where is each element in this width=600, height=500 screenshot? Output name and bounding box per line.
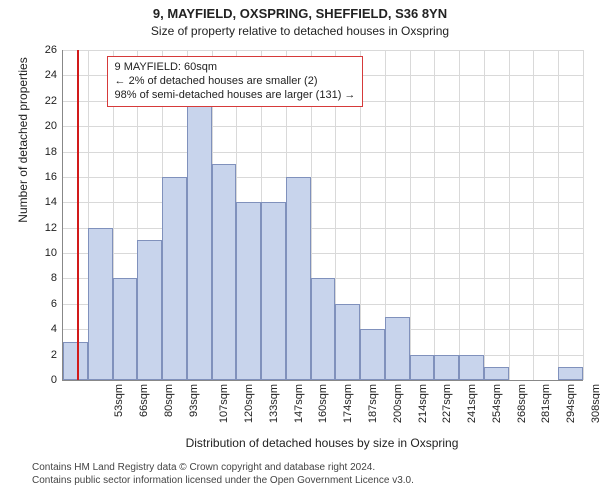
bar bbox=[459, 355, 484, 380]
x-tick-label: 160sqm bbox=[318, 384, 330, 423]
gridline-vertical bbox=[410, 50, 411, 380]
x-tick-label: 147sqm bbox=[293, 384, 305, 423]
x-tick-label: 66sqm bbox=[138, 384, 150, 417]
bar bbox=[311, 278, 336, 380]
x-tick-label: 268sqm bbox=[516, 384, 528, 423]
x-tick-label: 93sqm bbox=[188, 384, 200, 417]
bar bbox=[63, 342, 88, 380]
x-tick-label: 120sqm bbox=[243, 384, 255, 423]
y-tick-label: 2 bbox=[51, 349, 63, 361]
bar bbox=[410, 355, 435, 380]
bar bbox=[335, 304, 360, 380]
y-tick-label: 20 bbox=[45, 120, 63, 132]
attribution-text: Contains HM Land Registry data © Crown c… bbox=[32, 462, 414, 487]
bar bbox=[212, 164, 237, 380]
x-tick-label: 80sqm bbox=[163, 384, 175, 417]
callout-line-3: 98% of semi-detached houses are larger (… bbox=[115, 89, 356, 103]
gridline-vertical bbox=[484, 50, 485, 380]
x-tick-label: 107sqm bbox=[219, 384, 231, 423]
bar bbox=[484, 367, 509, 380]
y-tick-label: 26 bbox=[45, 44, 63, 56]
bar bbox=[434, 355, 459, 380]
x-tick-label: 227sqm bbox=[441, 384, 453, 423]
gridline-horizontal bbox=[63, 152, 583, 153]
bar bbox=[187, 101, 212, 380]
y-tick-label: 4 bbox=[51, 323, 63, 335]
bar bbox=[137, 240, 162, 380]
chart-subtitle: Size of property relative to detached ho… bbox=[0, 24, 600, 38]
gridline-horizontal bbox=[63, 50, 583, 51]
chart-title: 9, MAYFIELD, OXSPRING, SHEFFIELD, S36 8Y… bbox=[0, 6, 600, 21]
reference-line bbox=[77, 50, 79, 380]
gridline-horizontal bbox=[63, 228, 583, 229]
y-tick-label: 18 bbox=[45, 146, 63, 158]
y-tick-label: 10 bbox=[45, 247, 63, 259]
x-tick-label: 133sqm bbox=[268, 384, 280, 423]
x-tick-label: 294sqm bbox=[565, 384, 577, 423]
x-tick-label: 53sqm bbox=[113, 384, 125, 417]
gridline-vertical bbox=[558, 50, 559, 380]
y-tick-label: 0 bbox=[51, 374, 63, 386]
x-tick-label: 308sqm bbox=[590, 384, 600, 423]
y-tick-label: 6 bbox=[51, 298, 63, 310]
y-tick-label: 14 bbox=[45, 196, 63, 208]
x-axis-label: Distribution of detached houses by size … bbox=[62, 436, 582, 450]
callout-line-1: 9 MAYFIELD: 60sqm bbox=[115, 61, 356, 75]
plot-area: 9 MAYFIELD: 60sqm ← 2% of detached house… bbox=[62, 50, 583, 381]
bar bbox=[236, 202, 261, 380]
y-tick-label: 24 bbox=[45, 69, 63, 81]
attribution-line-2: Contains public sector information licen… bbox=[32, 475, 414, 488]
bar bbox=[360, 329, 385, 380]
gridline-vertical bbox=[509, 50, 510, 380]
bar bbox=[162, 177, 187, 380]
x-tick-label: 281sqm bbox=[540, 384, 552, 423]
y-axis-label: Number of detached properties bbox=[16, 0, 30, 305]
gridline-horizontal bbox=[63, 126, 583, 127]
attribution-line-1: Contains HM Land Registry data © Crown c… bbox=[32, 462, 414, 475]
x-tick-label: 200sqm bbox=[392, 384, 404, 423]
x-tick-label: 214sqm bbox=[417, 384, 429, 423]
bar bbox=[113, 278, 138, 380]
gridline-horizontal bbox=[63, 177, 583, 178]
callout-line-2: ← 2% of detached houses are smaller (2) bbox=[115, 75, 356, 89]
gridline-vertical bbox=[434, 50, 435, 380]
bar bbox=[385, 317, 410, 380]
x-tick-label: 187sqm bbox=[367, 384, 379, 423]
y-tick-label: 8 bbox=[51, 272, 63, 284]
y-tick-label: 22 bbox=[45, 95, 63, 107]
callout-box: 9 MAYFIELD: 60sqm ← 2% of detached house… bbox=[107, 56, 364, 107]
gridline-vertical bbox=[583, 50, 584, 380]
gridline-vertical bbox=[459, 50, 460, 380]
y-tick-label: 16 bbox=[45, 171, 63, 183]
bar bbox=[88, 228, 113, 380]
gridline-horizontal bbox=[63, 202, 583, 203]
bar bbox=[558, 367, 583, 380]
x-tick-label: 241sqm bbox=[466, 384, 478, 423]
y-tick-label: 12 bbox=[45, 222, 63, 234]
gridline-vertical bbox=[533, 50, 534, 380]
x-tick-label: 254sqm bbox=[491, 384, 503, 423]
bar bbox=[286, 177, 311, 380]
bar bbox=[261, 202, 286, 380]
x-tick-label: 174sqm bbox=[342, 384, 354, 423]
